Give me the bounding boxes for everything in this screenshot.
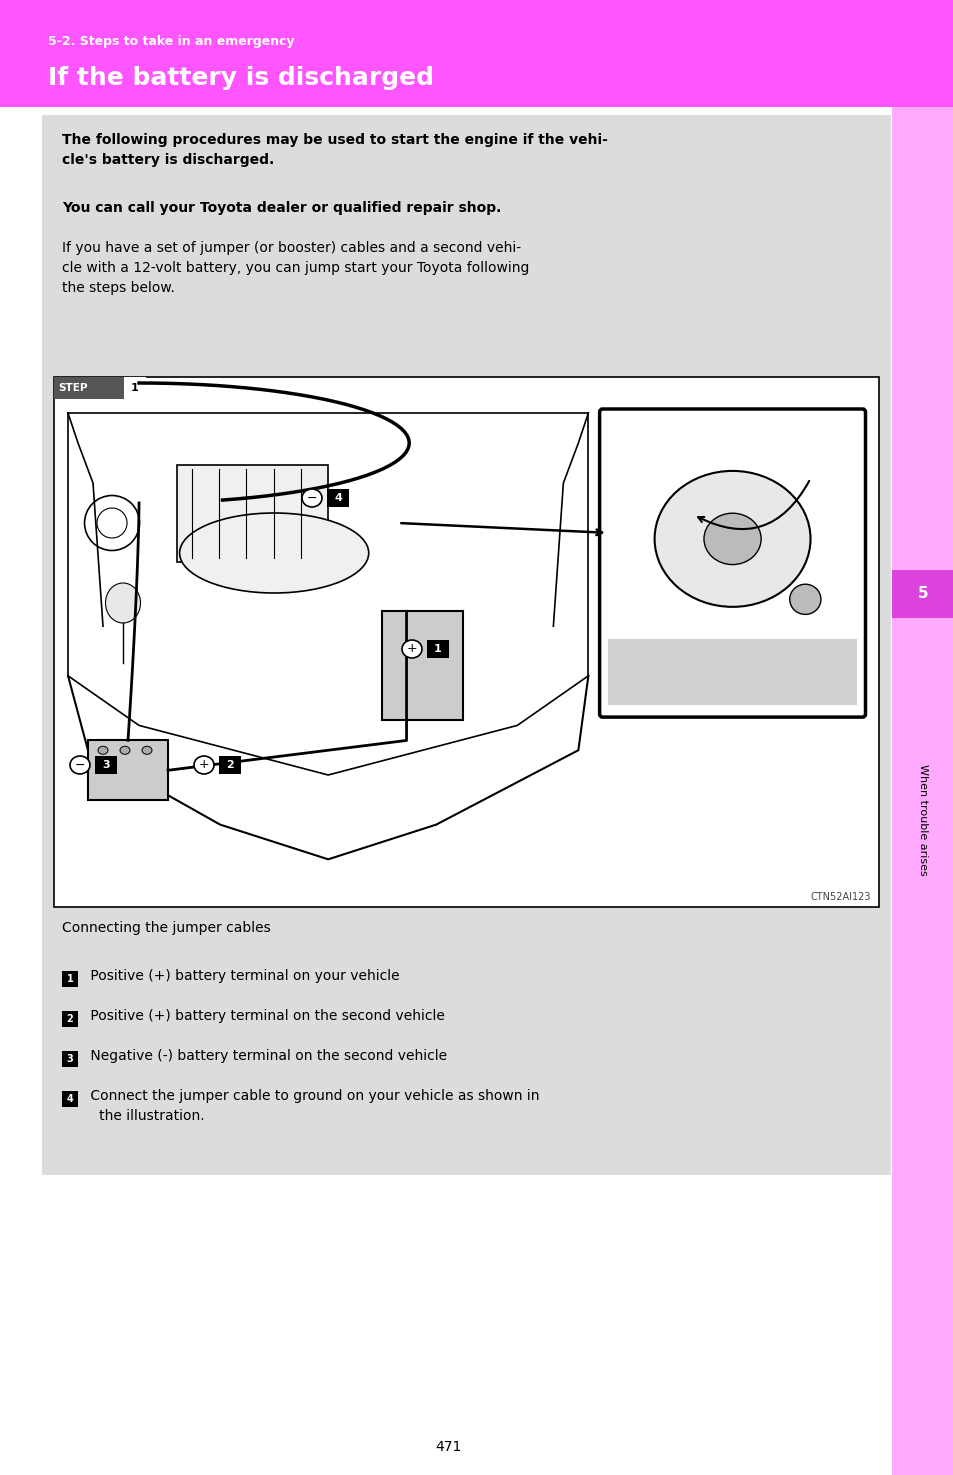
Bar (88, 740, 168, 801)
Bar (58, 403, 598, 898)
Bar (54, 378, 124, 400)
Text: −: − (74, 758, 85, 771)
Ellipse shape (401, 640, 421, 658)
Text: STEP: STEP (58, 384, 88, 392)
Bar (62, 971, 78, 987)
Text: Positive (+) battery terminal on the second vehicle: Positive (+) battery terminal on the sec… (86, 1009, 444, 1024)
Text: When trouble arises: When trouble arises (917, 764, 927, 876)
Ellipse shape (302, 490, 322, 507)
Bar (62, 1052, 78, 1066)
Bar (327, 490, 349, 507)
Ellipse shape (789, 584, 821, 615)
Bar (95, 757, 117, 774)
Bar (176, 465, 328, 562)
Text: 1: 1 (131, 384, 139, 392)
Bar (124, 378, 146, 400)
Text: Negative (-) battery terminal on the second vehicle: Negative (-) battery terminal on the sec… (86, 1049, 447, 1063)
Ellipse shape (654, 471, 810, 606)
Bar (382, 611, 463, 720)
Text: 2: 2 (67, 1013, 73, 1024)
Text: 5: 5 (917, 587, 927, 602)
Bar (42, 115, 890, 1176)
Ellipse shape (70, 757, 90, 774)
Text: 1: 1 (67, 974, 73, 984)
Text: Connect the jumper cable to ground on your vehicle as shown in
   the illustrati: Connect the jumper cable to ground on yo… (86, 1089, 539, 1122)
Bar (62, 1092, 78, 1108)
Bar (54, 378, 878, 907)
Text: You can call your Toyota dealer or qualified repair shop.: You can call your Toyota dealer or quali… (62, 201, 501, 215)
Text: 1: 1 (434, 645, 441, 653)
Ellipse shape (120, 746, 130, 754)
Text: 4: 4 (334, 493, 341, 503)
Bar (219, 757, 241, 774)
Bar (62, 1010, 78, 1027)
Text: 3: 3 (67, 1055, 73, 1063)
Text: The following procedures may be used to start the engine if the vehi-
cle's batt: The following procedures may be used to … (62, 133, 607, 167)
Bar (0, 0, 891, 108)
Text: Connecting the jumper cables: Connecting the jumper cables (62, 920, 271, 935)
Ellipse shape (193, 757, 213, 774)
Ellipse shape (179, 513, 368, 593)
Text: −: − (307, 491, 317, 504)
Ellipse shape (142, 746, 152, 754)
Text: 2: 2 (226, 760, 233, 770)
Text: 4: 4 (67, 1094, 73, 1103)
Bar (891, 108, 953, 1475)
Bar (891, 569, 953, 618)
Text: +: + (406, 643, 416, 655)
Ellipse shape (98, 746, 108, 754)
Text: +: + (198, 758, 209, 771)
Ellipse shape (106, 583, 140, 622)
Text: If the battery is discharged: If the battery is discharged (48, 66, 434, 90)
Bar (891, 0, 953, 108)
Text: 3: 3 (102, 760, 110, 770)
Text: 5-2. Steps to take in an emergency: 5-2. Steps to take in an emergency (48, 35, 294, 49)
Text: If you have a set of jumper (or booster) cables and a second vehi-
cle with a 12: If you have a set of jumper (or booster)… (62, 240, 529, 295)
FancyBboxPatch shape (599, 409, 864, 717)
Bar (607, 639, 857, 705)
Text: 471: 471 (435, 1440, 461, 1454)
Text: Positive (+) battery terminal on your vehicle: Positive (+) battery terminal on your ve… (86, 969, 399, 982)
Text: CTN52AI123: CTN52AI123 (810, 892, 870, 903)
Ellipse shape (703, 513, 760, 565)
Bar (427, 640, 449, 658)
